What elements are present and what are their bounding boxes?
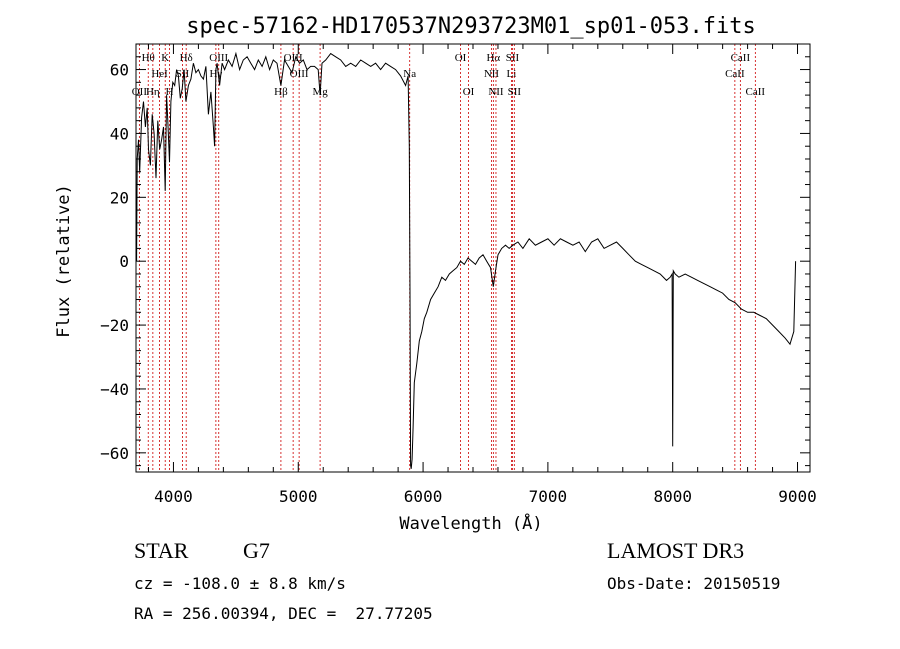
x-axis: 4000 5000 6000 7000 8000 9000 (147, 44, 817, 506)
line-id-label: CaII (731, 52, 751, 64)
line-id-label: OIII (209, 52, 228, 64)
line-id-label: OI (455, 52, 467, 64)
object-class: STAR (134, 538, 189, 563)
x-tick-label: 6000 (404, 487, 443, 506)
y-tick-label: 20 (110, 188, 129, 207)
survey-name: LAMOST DR3 (607, 538, 745, 563)
y-tick-label: −20 (100, 316, 129, 335)
line-id-label: K (161, 52, 169, 64)
x-tick-label: 8000 (653, 487, 692, 506)
line-id-label: Na (403, 68, 416, 80)
object-subclass: G7 (243, 538, 270, 563)
line-id-label: Hη (146, 86, 160, 98)
obs-date: Obs-Date: 20150519 (607, 574, 781, 593)
line-id-label: CaII (746, 86, 766, 98)
line-id-label: Hβ (274, 86, 288, 98)
line-id-label: CaII (725, 68, 745, 80)
spectrum-line (135, 51, 797, 469)
line-id-label: SII (506, 52, 520, 64)
line-id-label: SII (176, 68, 190, 80)
x-tick-label: 4000 (154, 487, 193, 506)
y-axis: −60 −40 −20 0 20 40 60 (100, 56, 810, 467)
coordinates: RA = 256.00394, DEC = 27.77205 (134, 604, 433, 623)
spectrum-series (135, 51, 797, 469)
y-tick-label: 0 (119, 252, 129, 271)
line-id-label: NII (488, 86, 504, 98)
line-id-label: Hθ (142, 52, 155, 64)
x-axis-label: Wavelength (Å) (399, 512, 542, 534)
x-tick-label: 7000 (529, 487, 568, 506)
x-tick-label: 5000 (279, 487, 318, 506)
y-tick-label: 60 (110, 61, 129, 80)
redshift-line: cz = -108.0 ± 8.8 km/s (134, 574, 346, 593)
line-id-label: Hδ (180, 52, 193, 64)
y-tick-label: −40 (100, 380, 129, 399)
line-id-label: H (165, 86, 173, 98)
y-tick-label: −60 (100, 444, 129, 463)
line-id-label: Li (507, 68, 517, 80)
y-axis-label: Flux (relative) (54, 184, 74, 338)
line-id-label: OI (463, 86, 475, 98)
line-id-label: SII (508, 86, 522, 98)
line-id-label: NII (484, 68, 500, 80)
line-id-label: Hα (486, 52, 500, 64)
line-id-label: HeI (151, 68, 168, 80)
line-id-label: OII (132, 86, 148, 98)
y-tick-label: 40 (110, 124, 129, 143)
plot-frame (135, 43, 811, 473)
chart-title: spec-57162-HD170537N293723M01_sp01-053.f… (186, 14, 756, 39)
x-tick-label: 9000 (778, 487, 817, 506)
line-id-label: OIII (290, 68, 309, 80)
